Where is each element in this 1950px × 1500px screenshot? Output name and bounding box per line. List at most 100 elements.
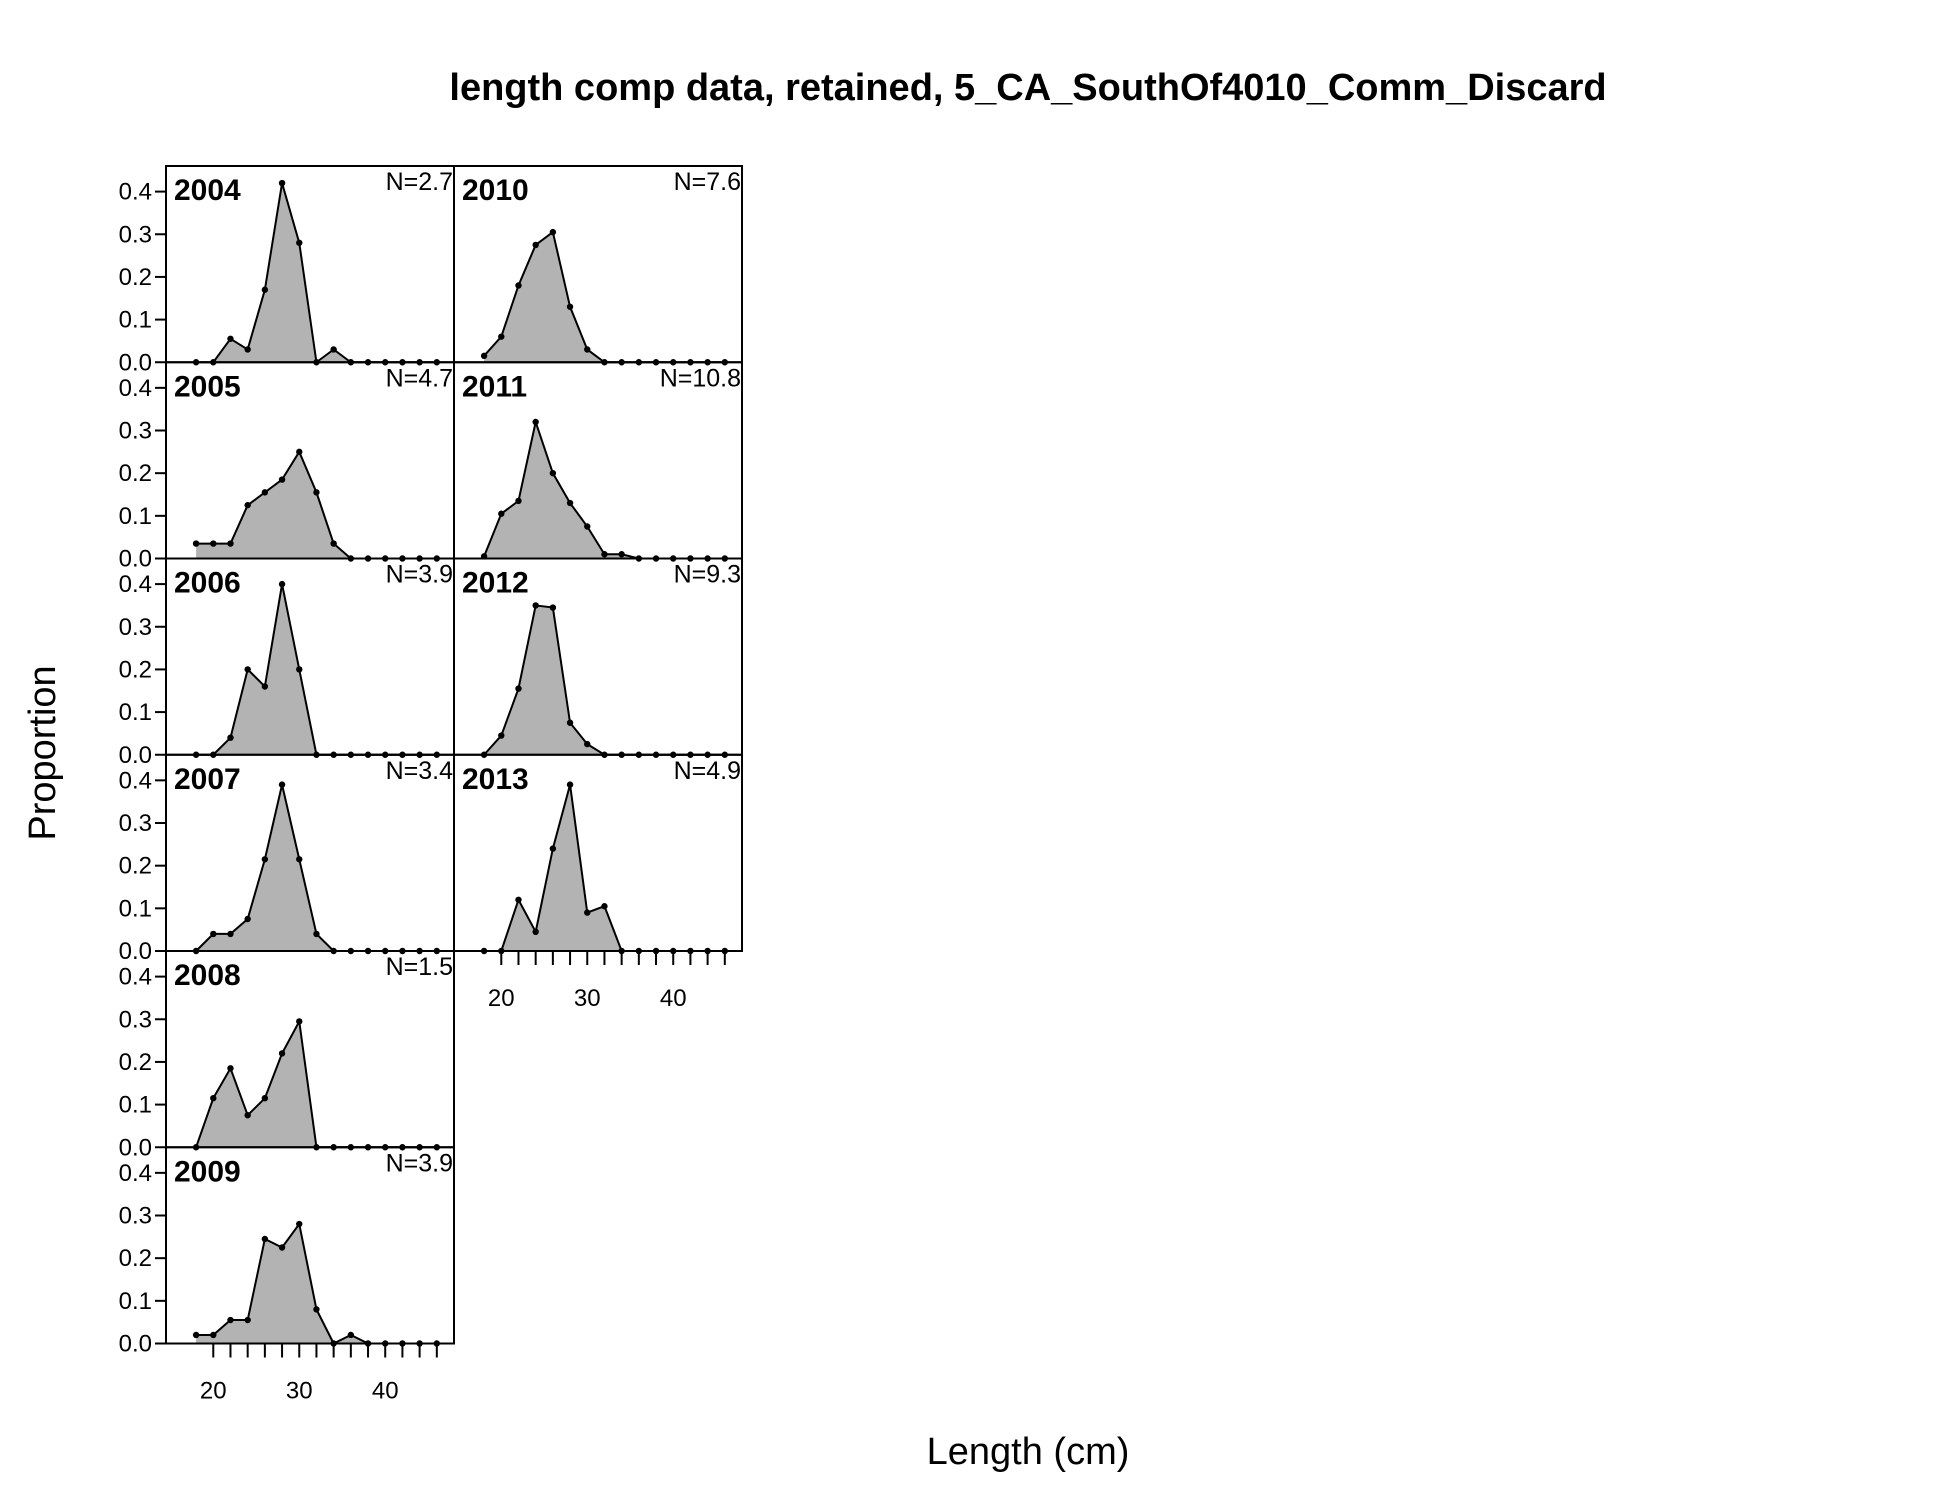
panel-2012: 2012 N=9.3 <box>453 557 743 758</box>
panel-2013: 2013 N=4.9 20 30 40 <box>453 753 743 1012</box>
y-tick-label: 0.4 <box>119 375 152 402</box>
y-tick-label: 0.4 <box>119 767 152 794</box>
panel-year-label: 2007 <box>174 763 241 796</box>
panel-year-label: 2004 <box>174 174 241 207</box>
data-point <box>227 1065 234 1072</box>
data-point <box>210 540 217 547</box>
distribution-area <box>196 784 437 951</box>
data-point <box>244 1316 251 1324</box>
data-point <box>192 540 200 547</box>
data-point <box>278 1244 286 1251</box>
x-axis-label: Length (cm) <box>927 1431 1130 1473</box>
data-point <box>296 1018 303 1025</box>
panel-2007: 2007 N=3.4 0.0 0.1 0.2 0.3 0.4 <box>119 753 455 965</box>
panel-2005: 2005 N=4.7 0.0 0.1 0.2 0.3 0.4 <box>119 361 455 573</box>
y-tick-label: 0.1 <box>119 699 152 726</box>
data-point <box>296 856 303 863</box>
data-point <box>210 1331 217 1339</box>
panel-n-label: N=3.9 <box>386 1149 453 1177</box>
distribution-area <box>196 1021 437 1148</box>
panel-2006: 2006 N=3.9 0.0 0.1 0.2 0.3 0.4 <box>119 557 455 769</box>
data-point <box>210 930 217 938</box>
y-tick-label: 0.3 <box>119 1203 152 1230</box>
panel-2004: 2004 N=2.7 0.0 0.1 0.2 0.3 0.4 <box>119 165 455 376</box>
data-point <box>296 239 303 246</box>
panel-n-label: N=9.3 <box>674 561 741 589</box>
y-tick-label: 0.3 <box>119 810 152 837</box>
panel-year-label: 2009 <box>174 1155 241 1188</box>
panel-n-label: N=4.9 <box>674 757 741 785</box>
data-point <box>515 896 522 904</box>
data-point <box>261 489 269 496</box>
data-point <box>549 228 557 236</box>
data-point <box>278 1050 286 1057</box>
distribution-line <box>196 583 437 756</box>
data-point <box>601 903 608 910</box>
data-point <box>313 1306 320 1313</box>
data-point <box>278 781 286 788</box>
data-point <box>227 734 234 741</box>
x-tick-label: 20 <box>488 985 515 1012</box>
data-point <box>566 499 574 507</box>
distribution-area <box>484 232 725 363</box>
data-point <box>566 303 574 310</box>
y-tick-label: 0.4 <box>119 1160 152 1187</box>
y-tick-label: 0.3 <box>119 221 152 248</box>
data-point <box>515 282 522 289</box>
data-point <box>330 346 337 353</box>
x-tick-label: 40 <box>660 985 687 1012</box>
data-point <box>515 685 522 692</box>
panel-2008: 2008 N=1.5 0.0 0.1 0.2 0.3 0.4 <box>119 950 455 1161</box>
data-point <box>498 333 505 340</box>
data-point <box>498 732 505 739</box>
panel-year-label: 2011 <box>462 370 527 403</box>
y-tick-label: 0.1 <box>119 503 152 530</box>
data-point <box>244 915 251 923</box>
y-tick-label: 0.2 <box>119 1245 152 1272</box>
data-point <box>244 501 251 509</box>
data-point <box>618 551 625 558</box>
data-point <box>330 540 337 547</box>
panel-n-label: N=1.5 <box>386 953 453 981</box>
data-point <box>566 719 574 726</box>
panel-year-label: 2012 <box>462 567 529 600</box>
y-tick-label: 0.2 <box>119 656 152 683</box>
data-point <box>278 580 286 588</box>
data-point <box>498 510 505 517</box>
y-tick-label: 0.0 <box>119 546 152 573</box>
y-tick-label: 0.2 <box>119 460 152 487</box>
panel-n-label: N=10.8 <box>660 364 741 392</box>
y-axis-label: Proportion <box>22 665 64 840</box>
data-point <box>532 928 539 936</box>
panel-2011: 2011 N=10.8 <box>453 361 743 562</box>
y-tick-label: 0.3 <box>119 614 152 641</box>
x-tick-label: 30 <box>286 1378 313 1405</box>
y-tick-label: 0.1 <box>119 1092 152 1119</box>
distribution-area <box>196 584 437 755</box>
y-tick-label: 0.0 <box>119 1331 152 1358</box>
x-tick-label: 30 <box>574 985 601 1012</box>
panel-n-label: N=3.9 <box>386 561 453 589</box>
y-tick-label: 0.4 <box>119 571 152 598</box>
y-tick-label: 0.0 <box>119 742 152 769</box>
data-point <box>296 1220 303 1228</box>
distribution-area <box>484 605 725 755</box>
panel-year-label: 2013 <box>462 763 529 796</box>
data-point <box>584 909 591 916</box>
data-point <box>227 335 234 342</box>
data-point <box>278 476 286 483</box>
panel-n-label: N=2.7 <box>386 168 453 196</box>
y-tick-label: 0.3 <box>119 418 152 445</box>
panel-year-label: 2008 <box>174 959 241 992</box>
data-point <box>261 683 269 690</box>
data-point <box>584 346 591 353</box>
data-point <box>515 497 522 505</box>
data-point <box>227 1316 234 1324</box>
data-point <box>549 845 557 852</box>
data-point <box>261 856 269 863</box>
data-point <box>549 469 557 477</box>
y-tick-label: 0.2 <box>119 853 152 880</box>
data-point <box>549 604 557 611</box>
distribution-area <box>196 1224 437 1344</box>
